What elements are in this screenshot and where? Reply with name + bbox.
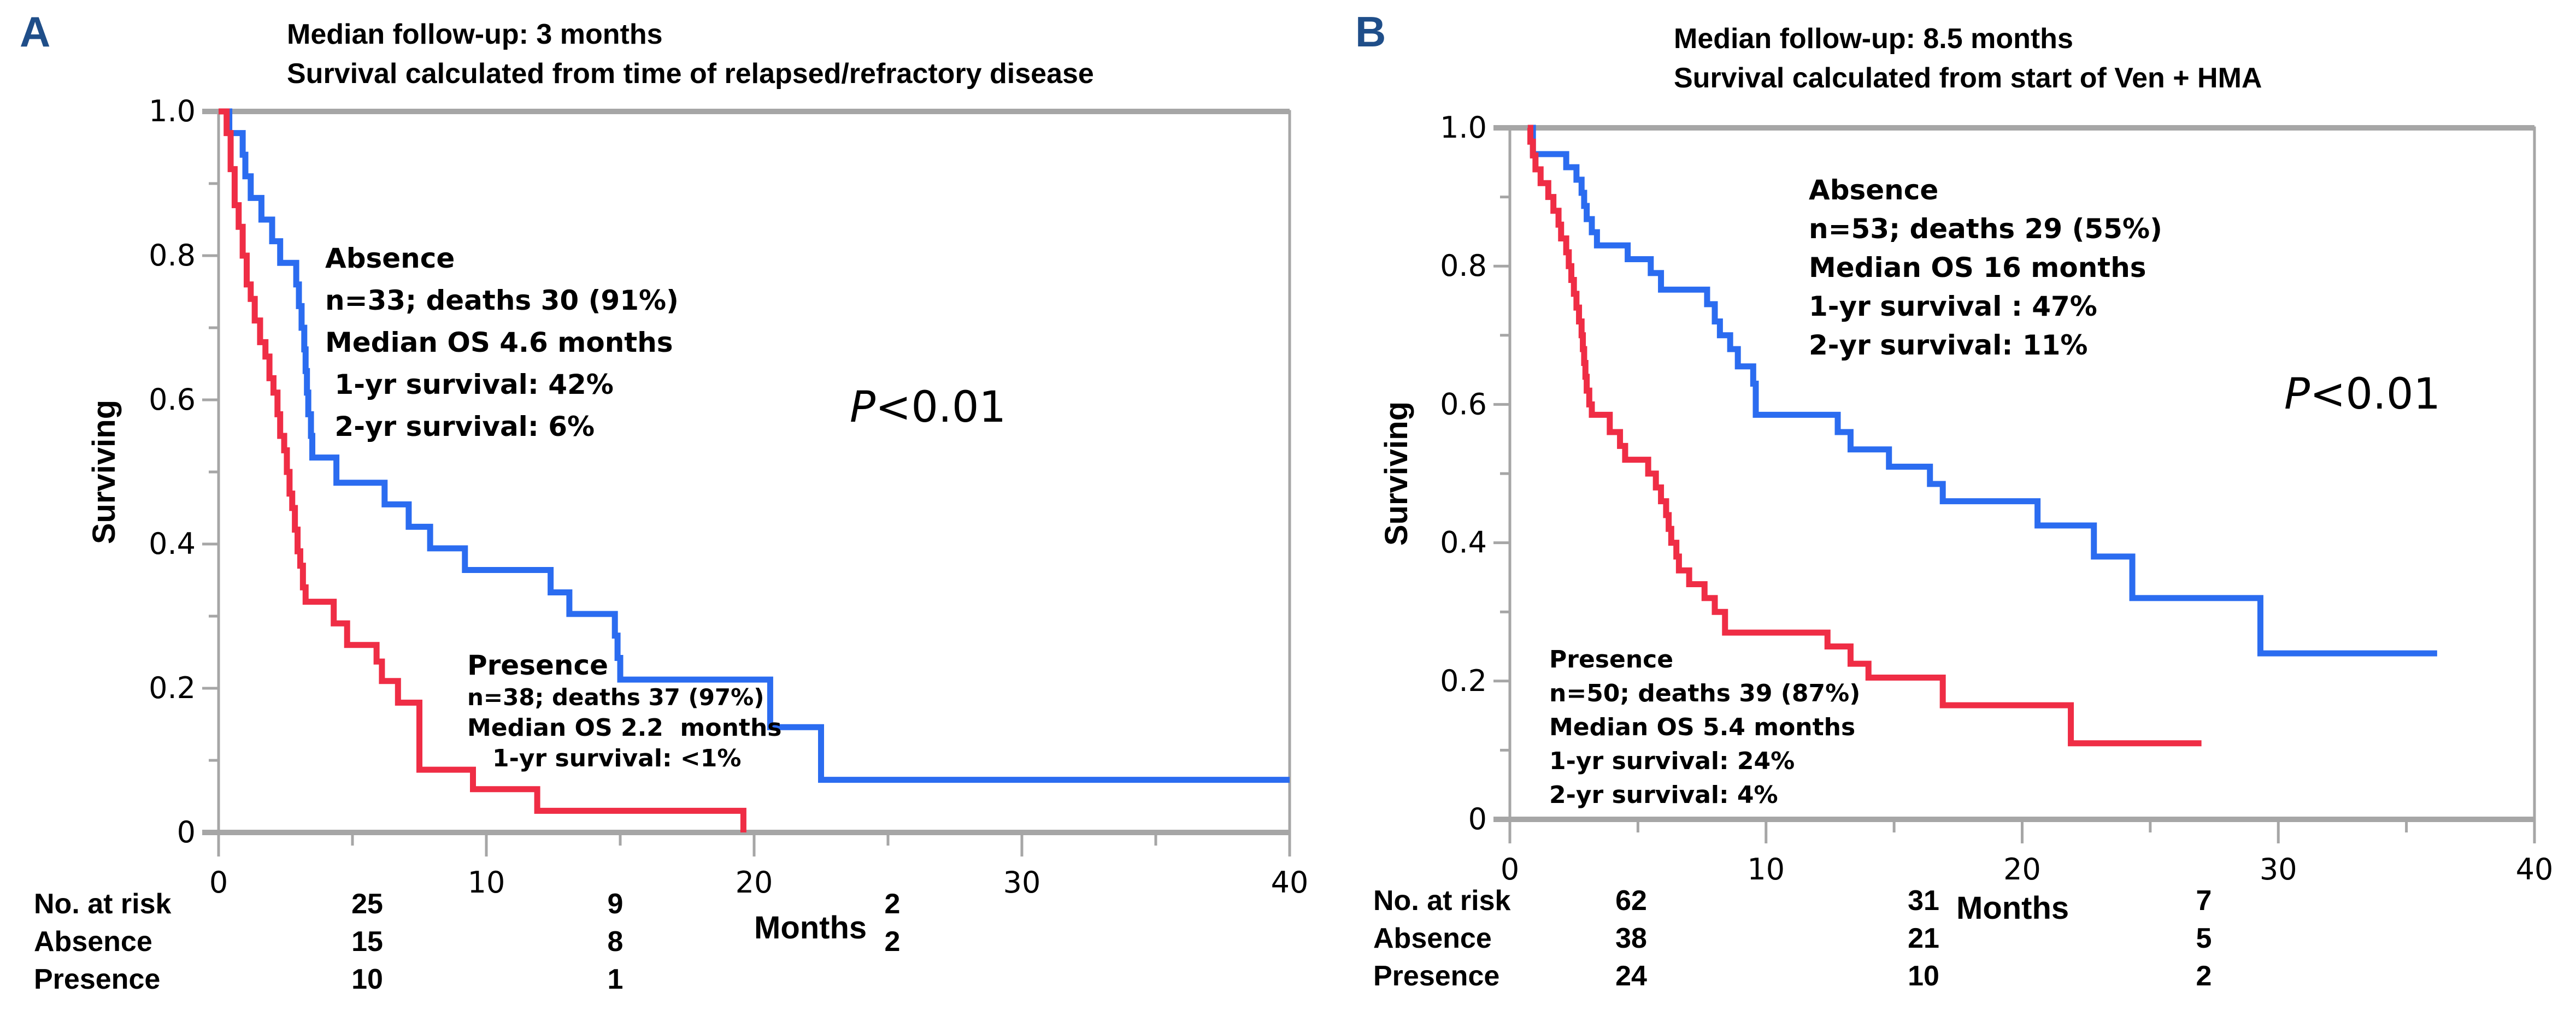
risk-value: 62 bbox=[1615, 885, 1647, 917]
presence-annotation-line: Median OS 5.4 months bbox=[1549, 713, 1855, 741]
risk-row-label: Absence bbox=[1373, 923, 1492, 954]
presence-annotation-line: 1-yr survival: <1% bbox=[467, 745, 741, 772]
absence-annotation-line: 1-yr survival: 42% bbox=[325, 369, 614, 400]
risk-row-label: Absence bbox=[34, 926, 152, 958]
chart-title-line: Median follow-up: 8.5 months bbox=[1674, 23, 2073, 55]
absence-annotation-line: Median OS 16 months bbox=[1809, 252, 2146, 283]
y-tick-label: 1.0 bbox=[1440, 110, 1487, 145]
absence-annotation-line: 2-yr survival: 6% bbox=[325, 411, 595, 442]
y-tick-label: 0.4 bbox=[149, 527, 196, 561]
absence-annotation-line: n=33; deaths 30 (91%) bbox=[325, 285, 679, 316]
absence-annotation-line: Median OS 4.6 months bbox=[325, 327, 673, 358]
risk-value: 31 bbox=[1908, 885, 1939, 917]
x-tick-label: 10 bbox=[468, 865, 505, 900]
y-tick-label: 0.4 bbox=[1440, 525, 1487, 560]
x-tick-label: 40 bbox=[2516, 852, 2554, 887]
chart-title-line: Survival calculated from time of relapse… bbox=[287, 58, 1094, 90]
y-tick-label: 0.8 bbox=[149, 238, 196, 273]
absence-annotation-line: 2-yr survival: 11% bbox=[1809, 329, 2088, 361]
absence-annotation-line: n=53; deaths 29 (55%) bbox=[1809, 213, 2162, 245]
y-tick-label: 0.2 bbox=[1440, 664, 1487, 698]
presence-annotation-line: Presence bbox=[1549, 646, 1673, 674]
y-tick-label: 0 bbox=[177, 815, 196, 849]
km-curve-absence bbox=[1527, 125, 2437, 657]
risk-value: 38 bbox=[1615, 923, 1647, 954]
km-curve-absence bbox=[219, 108, 1290, 783]
p-value-symbol: P bbox=[850, 383, 875, 432]
y-tick-label: 0.2 bbox=[149, 671, 196, 705]
risk-row-label: No. at risk bbox=[1373, 885, 1510, 917]
x-tick-label: 10 bbox=[1747, 852, 1785, 887]
risk-value: 2 bbox=[2196, 960, 2212, 992]
y-tick-label: 0.6 bbox=[1440, 387, 1487, 421]
risk-value: 5 bbox=[2196, 923, 2212, 954]
risk-value: 1 bbox=[608, 964, 624, 995]
x-tick-label: 40 bbox=[1271, 865, 1309, 900]
presence-annotation-line: 2-yr survival: 4% bbox=[1549, 781, 1778, 809]
presence-annotation-line: Median OS 2.2 months bbox=[467, 714, 781, 742]
p-value-label: P<0.01 bbox=[2284, 370, 2440, 419]
x-tick-label: 20 bbox=[2003, 852, 2041, 887]
presence-annotation-line: n=38; deaths 37 (97%) bbox=[467, 684, 764, 711]
risk-value: 10 bbox=[1908, 960, 1939, 992]
p-value-text: <0.01 bbox=[2310, 370, 2440, 419]
risk-value: 21 bbox=[1908, 923, 1939, 954]
km-curve-presence bbox=[219, 108, 746, 832]
panel-letter: B bbox=[1355, 8, 1386, 56]
panel-a: A Median follow-up: 3 months Survival calc… bbox=[20, 8, 1308, 995]
risk-value: 7 bbox=[2196, 885, 2212, 917]
y-tick-label: 1.0 bbox=[149, 94, 196, 128]
x-tick-label: 30 bbox=[2260, 852, 2297, 887]
x-tick-label: 20 bbox=[736, 865, 773, 900]
p-value-label: P<0.01 bbox=[850, 383, 1006, 432]
risk-value: 10 bbox=[351, 964, 383, 995]
risk-value: 8 bbox=[608, 926, 624, 958]
risk-value: 9 bbox=[608, 888, 624, 920]
x-tick-label: 0 bbox=[209, 865, 228, 900]
presence-annotation-line: n=50; deaths 39 (87%) bbox=[1549, 680, 1860, 707]
panel-b: B Median follow-up: 8.5 months Survival ca… bbox=[1355, 8, 2553, 992]
presence-annotation-line: Presence bbox=[467, 649, 608, 681]
panel-letter: A bbox=[20, 8, 50, 56]
risk-value: 2 bbox=[885, 888, 901, 920]
absence-annotation-line: Absence bbox=[325, 243, 455, 274]
y-tick-label: 0 bbox=[1468, 802, 1487, 836]
absence-annotation-line: 1-yr survival : 47% bbox=[1809, 291, 2097, 322]
risk-value: 2 bbox=[885, 926, 901, 958]
x-axis-title: Months bbox=[754, 910, 867, 946]
y-axis-title: Surviving bbox=[1379, 401, 1414, 546]
km-curve-presence bbox=[1527, 125, 2202, 747]
chart-title-line: Survival calculated from start of Ven + … bbox=[1674, 62, 2262, 94]
risk-value: 24 bbox=[1615, 960, 1647, 992]
y-axis-title: Surviving bbox=[86, 400, 122, 544]
risk-row-label: No. at risk bbox=[34, 888, 171, 920]
p-value-symbol: P bbox=[2284, 370, 2310, 419]
y-tick-label: 0.8 bbox=[1440, 249, 1487, 283]
presence-annotation-line: 1-yr survival: 24% bbox=[1549, 747, 1795, 775]
risk-value: 25 bbox=[351, 888, 383, 920]
chart-title-line: Median follow-up: 3 months bbox=[287, 19, 663, 50]
absence-annotation-line: Absence bbox=[1809, 174, 1938, 206]
x-axis-title: Months bbox=[1956, 890, 2069, 926]
risk-row-label: Presence bbox=[34, 964, 160, 995]
x-tick-label: 30 bbox=[1003, 865, 1041, 900]
risk-value: 15 bbox=[351, 926, 383, 958]
y-tick-label: 0.6 bbox=[149, 382, 196, 417]
p-value-text: <0.01 bbox=[875, 383, 1006, 432]
risk-row-label: Presence bbox=[1373, 960, 1499, 992]
x-tick-label: 0 bbox=[1501, 852, 1519, 887]
